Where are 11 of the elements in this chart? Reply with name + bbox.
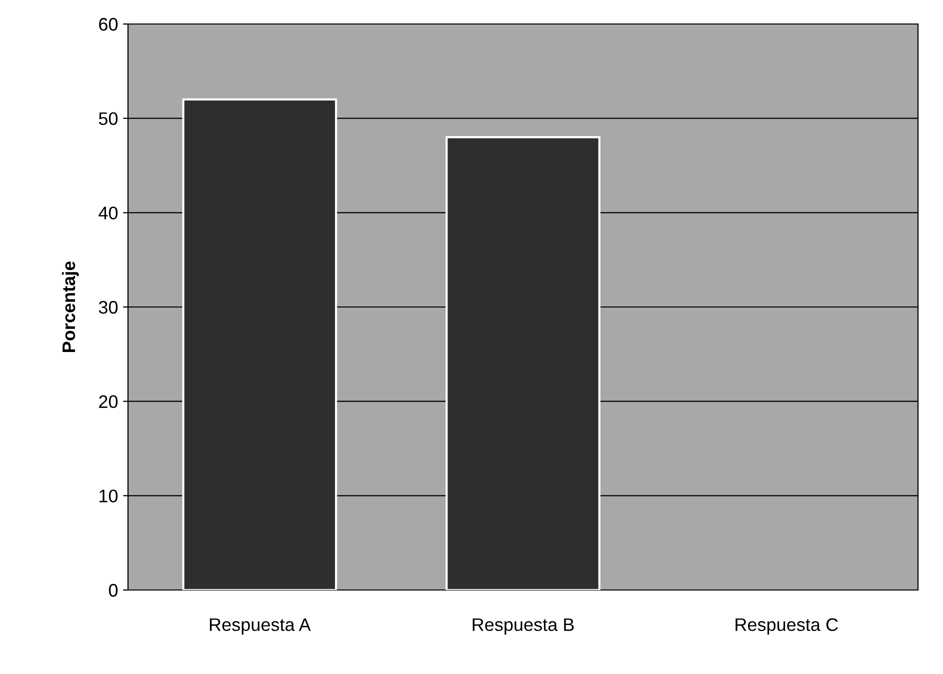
- y-tick-label: 60: [99, 18, 118, 31]
- y-axis-title: Porcentaje: [62, 261, 79, 352]
- y-tick-label: 50: [98, 112, 118, 126]
- x-tick-label: Respuesta B: [472, 618, 574, 635]
- x-tick-label: Respuesta A: [210, 618, 311, 635]
- y-tick-label: 30: [98, 300, 118, 314]
- y-tick-label: 20: [99, 395, 118, 408]
- y-tick-label: 0: [108, 584, 118, 597]
- x-tick-label: Respuesta C: [736, 618, 838, 635]
- y-tick-label: 40: [98, 206, 118, 220]
- y-tick-label: 10: [100, 490, 118, 502]
